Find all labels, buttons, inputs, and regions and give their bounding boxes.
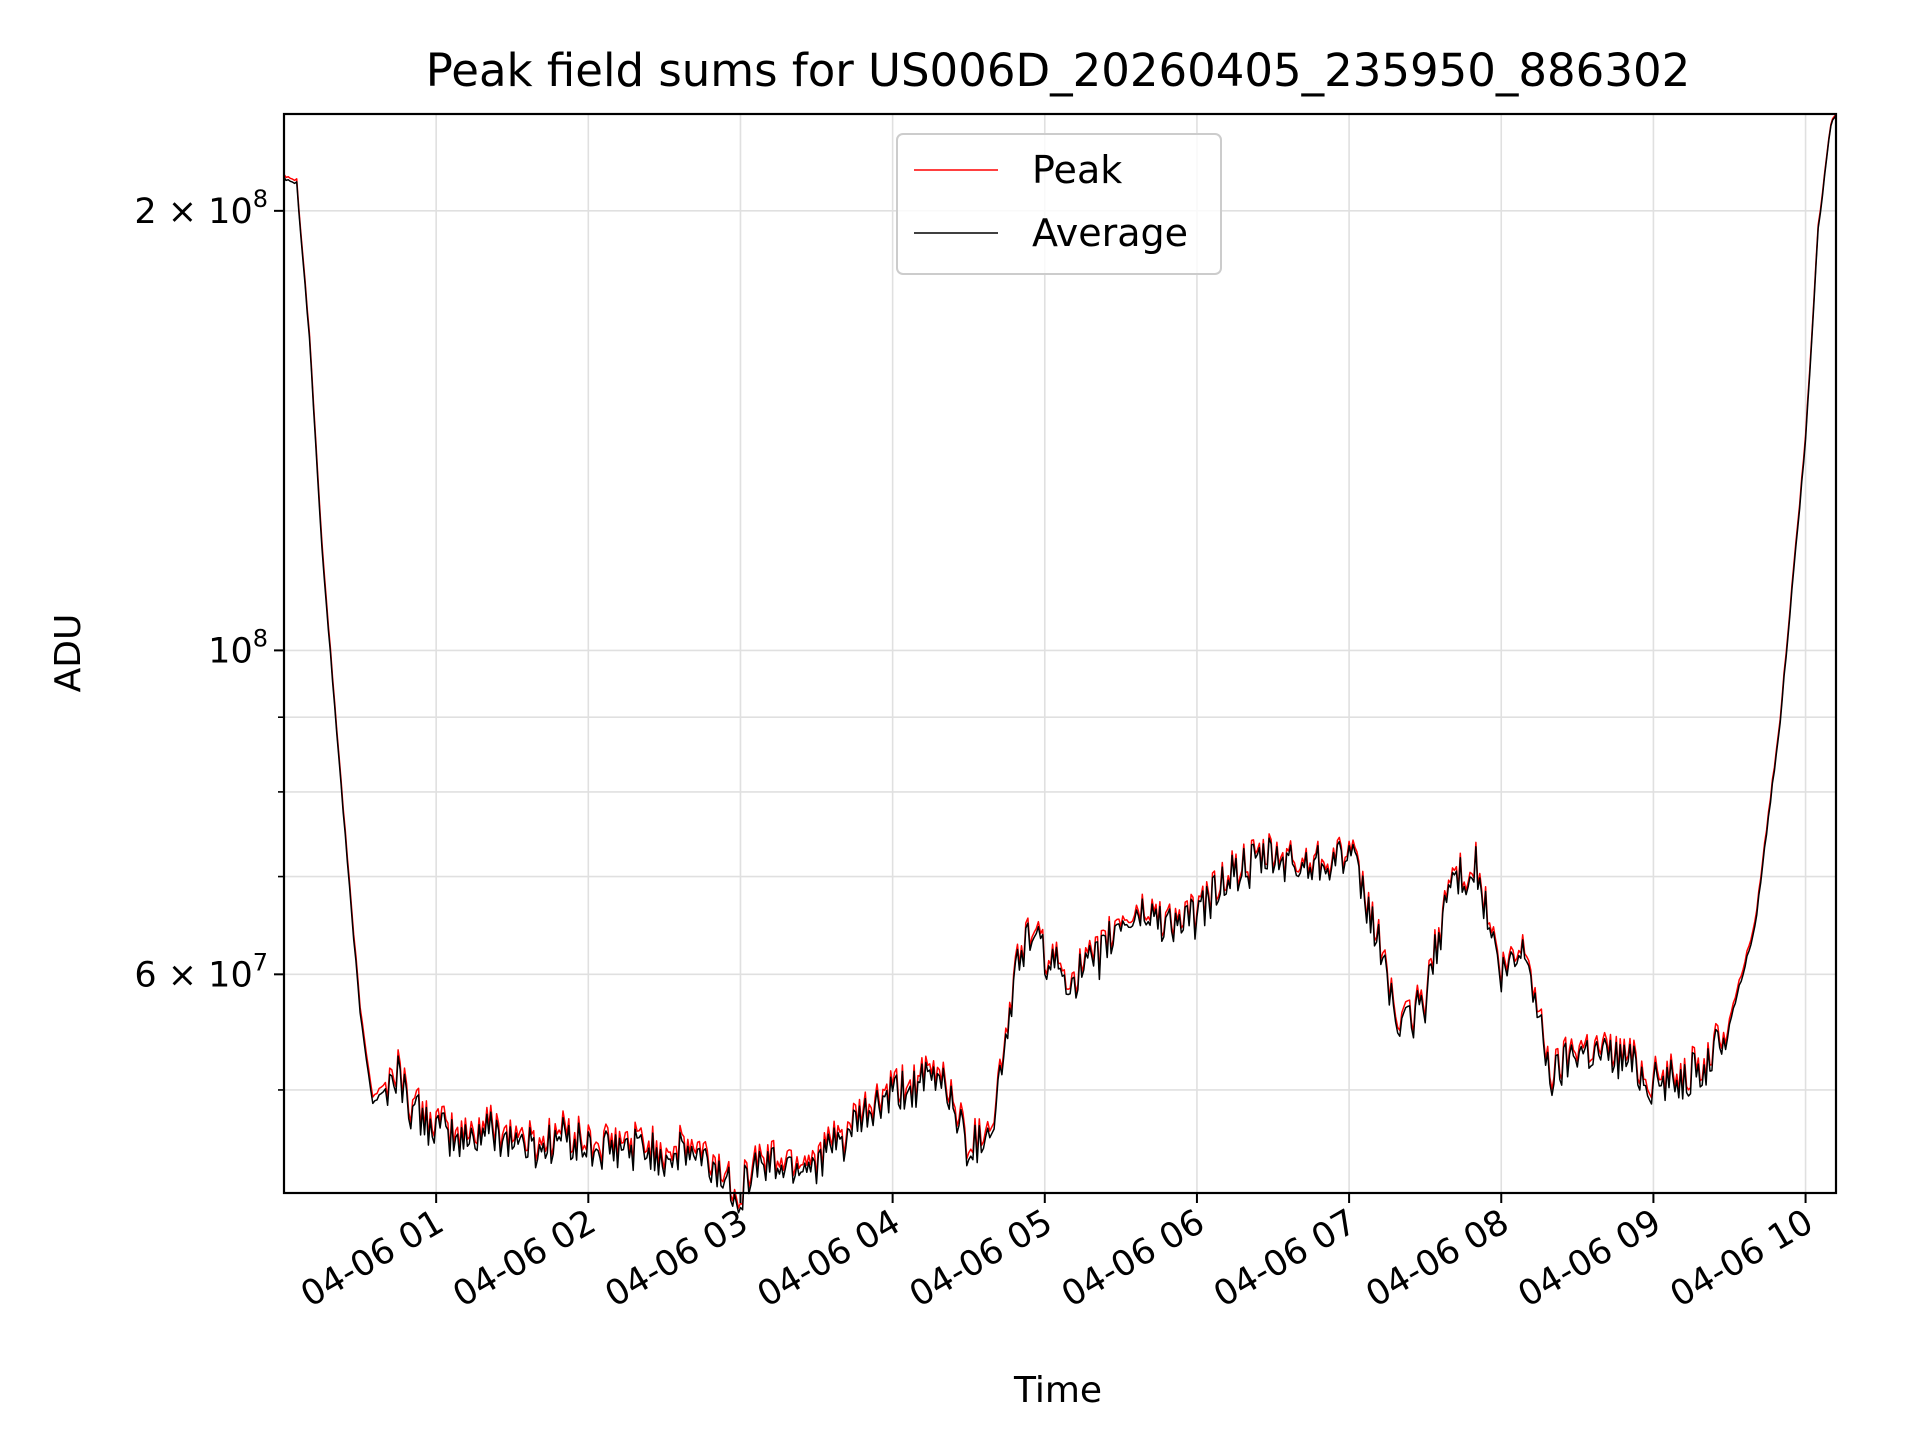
y-tick-base: 10 xyxy=(208,192,253,232)
legend: Peak Average xyxy=(896,133,1222,275)
y-tick-coef: 6 xyxy=(134,955,156,995)
series-layer xyxy=(283,113,1837,1214)
y-axis-label: ADU xyxy=(48,614,89,693)
y-tick-label: 2 × 108 xyxy=(134,185,268,232)
series-line-average xyxy=(283,114,1837,1214)
legend-label-peak: Peak xyxy=(1032,148,1122,192)
y-tick-label: 6 × 107 xyxy=(134,948,268,995)
chart-title: Peak field sums for US006D_20260405_2359… xyxy=(426,44,1690,97)
legend-box xyxy=(896,133,1222,275)
y-tick-times: × xyxy=(157,955,209,995)
y-tick-times: × xyxy=(157,192,209,232)
y-tick-base: 10 xyxy=(208,955,253,995)
legend-label-average: Average xyxy=(1032,211,1188,255)
plot-frame xyxy=(282,112,1838,1195)
y-tick-exponent: 7 xyxy=(253,948,268,976)
y-tick-exponent: 8 xyxy=(253,185,268,213)
y-tick-exponent: 8 xyxy=(253,624,268,652)
grid xyxy=(284,114,1836,1193)
y-tick-label: 108 xyxy=(208,624,268,671)
x-axis-label: Time xyxy=(1013,1370,1102,1411)
y-tick-base: 10 xyxy=(208,631,253,671)
y-tick-coef: 2 xyxy=(134,192,156,232)
